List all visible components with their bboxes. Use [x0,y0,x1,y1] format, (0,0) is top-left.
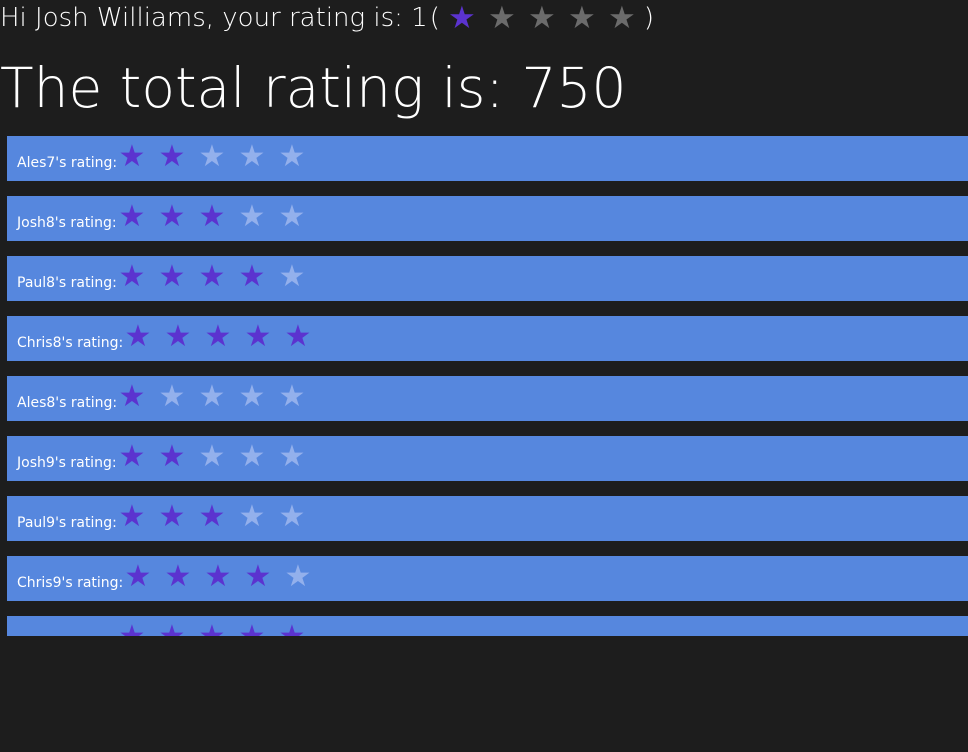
rating-row-label: Josh9's rating: [17,455,117,481]
star-icon: ★ [192,256,232,298]
star-icon: ★ [152,196,192,238]
star-icon[interactable]: ★ [442,0,482,36]
star-icon: ★ [192,436,232,478]
rating-row[interactable]: Chris9's rating: ★ ★ ★ ★ ★ [7,556,968,601]
star-icon: ★ [272,376,312,418]
star-icon: ★ [118,556,158,598]
star-icon: ★ [198,556,238,598]
rating-row-label: Ales7's rating: [17,155,117,181]
star-icon: ★ [272,436,312,478]
rating-row[interactable]: Josh9's rating: ★ ★ ★ ★ ★ [7,436,968,481]
star-icon[interactable]: ★ [522,0,562,36]
rating-row[interactable]: Ales8's rating: ★ ★ ★ ★ ★ [7,376,968,421]
total-rating: The total rating is: 750 [0,56,626,120]
star-icon: ★ [152,436,192,478]
star-icon: ★ [152,616,192,636]
rating-row[interactable]: ★★★★★ [7,616,968,636]
rating-row[interactable]: Paul8's rating: ★ ★ ★ ★ ★ [7,256,968,301]
rating-row-label: Ales8's rating: [17,395,117,421]
star-icon: ★ [278,556,318,598]
ratings-list[interactable]: Ales7's rating: ★ ★ ★ ★ ★ Josh8's rating: ★ ★ ★ ★ ★… [7,136,968,636]
star-icon: ★ [112,196,152,238]
star-icon: ★ [278,316,318,358]
star-icon: ★ [112,256,152,298]
star-icon: ★ [118,316,158,358]
star-icon: ★ [232,376,272,418]
star-icon: ★ [152,496,192,538]
star-icon: ★ [192,496,232,538]
rating-row-label: Chris8's rating: [17,335,123,361]
star-icon: ★ [112,616,152,636]
star-icon: ★ [152,136,192,178]
star-icon: ★ [112,376,152,418]
star-icon: ★ [232,436,272,478]
star-icon: ★ [232,496,272,538]
star-icon: ★ [272,616,312,636]
rating-row-stars: ★★★★★ [112,196,312,238]
star-icon: ★ [232,136,272,178]
user-rating-stars[interactable]: ★ ★ ★ ★ ★ [442,0,642,36]
star-icon: ★ [232,256,272,298]
rating-row-label: Paul8's rating: [17,275,117,301]
rating-row[interactable]: Ales7's rating: ★ ★ ★ ★ ★ [7,136,968,181]
rating-row-stars: ★★★★★ [112,256,312,298]
star-icon: ★ [272,136,312,178]
star-icon: ★ [232,196,272,238]
star-icon: ★ [192,376,232,418]
star-icon: ★ [232,616,272,636]
star-icon: ★ [238,316,278,358]
rating-row-stars: ★★★★★ [118,556,318,598]
rating-row-stars: ★★★★★ [112,136,312,178]
close-paren: ) [644,3,654,33]
open-paren: ( [430,3,440,33]
rating-row-label: Josh8's rating: [17,215,117,241]
rating-row-stars: ★★★★★ [112,616,312,636]
star-icon[interactable]: ★ [562,0,602,36]
rating-row-stars: ★★★★★ [112,376,312,418]
star-icon: ★ [198,316,238,358]
star-icon: ★ [112,136,152,178]
greeting: Hi Josh Williams, your rating is: 1 ( ★ ★… [0,0,656,36]
rating-row-stars: ★★★★★ [118,316,318,358]
rating-row-stars: ★★★★★ [112,436,312,478]
rating-row-label: Chris9's rating: [17,575,123,601]
star-icon: ★ [192,196,232,238]
star-icon: ★ [152,376,192,418]
star-icon[interactable]: ★ [482,0,522,36]
star-icon: ★ [192,616,232,636]
greeting-text: Hi Josh Williams, your rating is: 1 [0,3,428,33]
rating-row[interactable]: Chris8's rating: ★ ★ ★ ★ ★ [7,316,968,361]
rating-row-label: Paul9's rating: [17,515,117,541]
star-icon: ★ [238,556,278,598]
rating-row[interactable]: Paul9's rating: ★ ★ ★ ★ ★ [7,496,968,541]
rating-row-stars: ★★★★★ [112,496,312,538]
star-icon: ★ [112,496,152,538]
star-icon: ★ [272,496,312,538]
star-icon: ★ [152,256,192,298]
star-icon: ★ [272,256,312,298]
rating-row[interactable]: Josh8's rating: ★ ★ ★ ★ ★ [7,196,968,241]
star-icon: ★ [158,316,198,358]
star-icon: ★ [192,136,232,178]
star-icon: ★ [158,556,198,598]
star-icon: ★ [272,196,312,238]
star-icon: ★ [112,436,152,478]
star-icon[interactable]: ★ [602,0,642,36]
